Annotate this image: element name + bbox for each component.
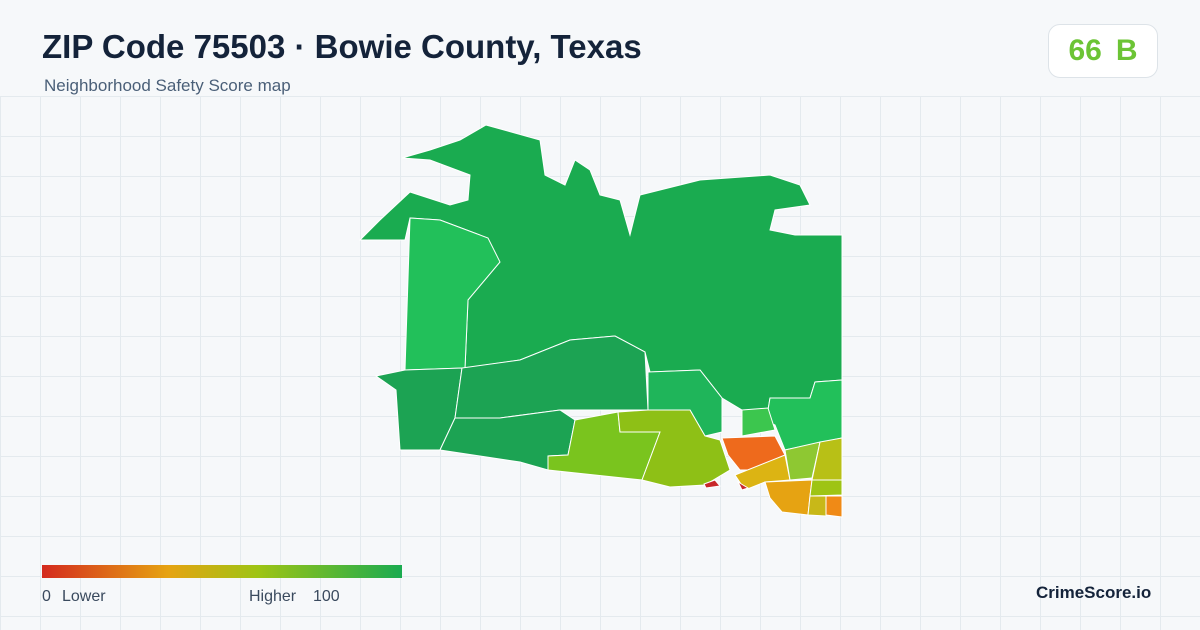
region	[807, 495, 827, 517]
score-badge: 66 B	[1048, 24, 1158, 78]
region	[809, 479, 843, 497]
legend-max-label: Higher	[249, 588, 297, 605]
score-value: 66	[1068, 34, 1102, 67]
legend-max: 100	[313, 588, 340, 605]
title: ZIP Code 75503 · Bowie County, Texas	[42, 28, 642, 65]
region	[703, 479, 750, 491]
region	[825, 495, 843, 518]
legend-min: 0	[42, 588, 51, 605]
brand: CrimeScore.io	[1036, 583, 1152, 602]
region	[764, 479, 813, 516]
legend-gradient	[42, 565, 402, 578]
region	[741, 407, 776, 437]
region	[617, 409, 731, 488]
region	[741, 379, 843, 451]
score-grade: B	[1115, 34, 1138, 67]
subtitle: Neighborhood Safety Score map	[44, 76, 291, 95]
legend-min-label: Lower	[62, 588, 106, 605]
